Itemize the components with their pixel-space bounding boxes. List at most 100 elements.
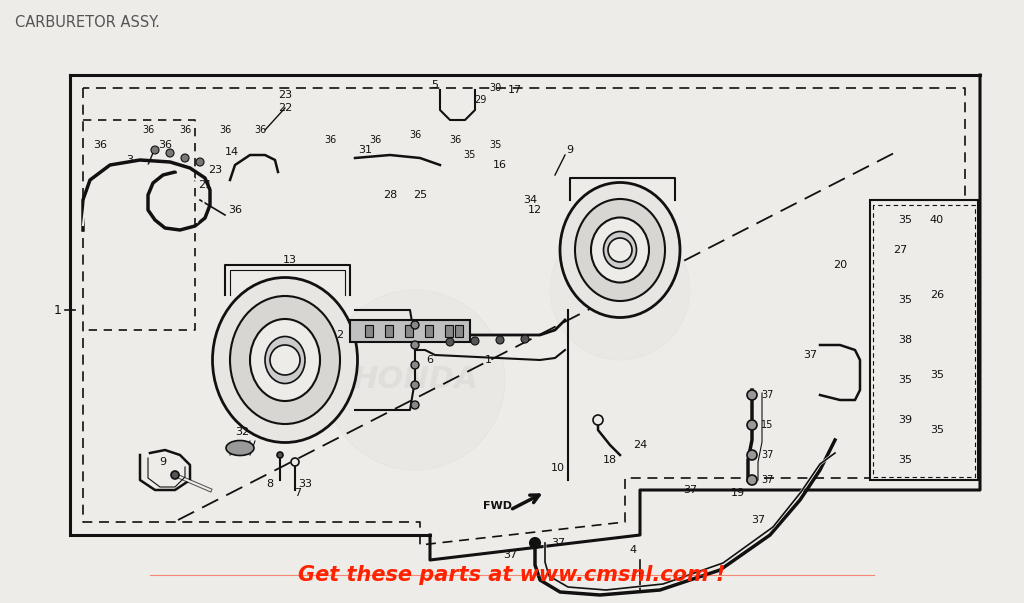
Bar [455,325,463,337]
Circle shape [608,238,632,262]
Circle shape [270,345,300,375]
Text: 36: 36 [409,130,421,140]
Ellipse shape [250,319,319,401]
Ellipse shape [575,199,665,301]
Text: 9: 9 [160,457,167,467]
Text: Get these parts at www.cmsnl.com !: Get these parts at www.cmsnl.com ! [298,565,726,585]
Text: 12: 12 [528,205,542,215]
Circle shape [411,341,419,349]
Circle shape [411,401,419,409]
Text: 38: 38 [898,335,912,345]
Bar [870,200,978,480]
Text: 40: 40 [930,215,944,225]
Circle shape [171,471,179,479]
Text: 27: 27 [893,245,907,255]
Text: 2: 2 [337,330,344,340]
Text: 20: 20 [833,260,847,270]
Text: 35: 35 [898,295,912,305]
Text: 36: 36 [369,135,381,145]
Ellipse shape [230,296,340,424]
Text: 17: 17 [508,85,522,95]
Ellipse shape [226,441,254,455]
Text: 10: 10 [551,463,565,473]
Bar [350,320,470,342]
Text: 28: 28 [383,190,397,200]
Ellipse shape [213,277,357,443]
Text: FWD: FWD [483,501,512,511]
Text: 4: 4 [630,545,637,555]
Text: 36: 36 [254,125,266,135]
Text: 36: 36 [228,205,242,215]
Circle shape [593,415,603,425]
Text: 26: 26 [930,290,944,300]
Circle shape [411,321,419,329]
Text: 36: 36 [142,125,155,135]
Bar [406,325,413,337]
Text: 22: 22 [278,103,292,113]
Circle shape [196,158,204,166]
Text: 18: 18 [603,455,617,465]
Circle shape [181,154,189,162]
Text: 34: 34 [523,195,537,205]
Text: 3: 3 [127,155,133,165]
Text: 9: 9 [566,145,573,155]
Text: 15: 15 [761,420,773,430]
Text: 36: 36 [324,135,336,145]
Text: 33: 33 [298,479,312,489]
Text: 39: 39 [898,415,912,425]
Text: 8: 8 [266,479,273,489]
Text: 35: 35 [930,425,944,435]
Circle shape [746,420,757,430]
Text: 6: 6 [427,355,433,365]
Text: 35: 35 [898,375,912,385]
Circle shape [411,361,419,369]
Text: 36: 36 [219,125,231,135]
Ellipse shape [603,232,637,268]
Text: 37: 37 [503,550,517,560]
Text: CARBURETOR ASSY.: CARBURETOR ASSY. [15,15,160,30]
Text: 36: 36 [93,140,106,150]
Text: 30: 30 [488,83,501,93]
Text: 37: 37 [803,350,817,360]
Text: 16: 16 [493,160,507,170]
Text: 19: 19 [731,488,745,498]
Circle shape [746,475,757,485]
Text: 5: 5 [431,80,438,90]
Ellipse shape [591,218,649,282]
Ellipse shape [560,183,680,318]
Text: 36: 36 [179,125,191,135]
Text: 13: 13 [283,255,297,265]
Text: 1: 1 [54,303,61,317]
Bar [385,325,393,337]
Bar [445,325,453,337]
Circle shape [550,220,690,360]
Circle shape [166,149,174,157]
Text: 7: 7 [295,488,301,498]
Text: 37: 37 [761,475,773,485]
Circle shape [746,390,757,400]
Circle shape [291,458,299,466]
Text: 35: 35 [898,215,912,225]
Text: 1: 1 [484,355,492,365]
Circle shape [530,538,540,548]
Bar [365,325,373,337]
Circle shape [411,381,419,389]
Text: 21: 21 [198,180,212,190]
Circle shape [521,335,529,343]
Text: 37: 37 [551,538,565,548]
Bar [425,325,433,337]
Text: 35: 35 [930,370,944,380]
Text: HONDA: HONDA [352,365,478,394]
Circle shape [496,336,504,344]
Text: 37: 37 [761,450,773,460]
Text: 37: 37 [751,515,765,525]
Circle shape [325,290,505,470]
Text: 37: 37 [683,485,697,495]
Text: 14: 14 [225,147,239,157]
Text: 23: 23 [208,165,222,175]
Circle shape [278,452,283,458]
Text: 31: 31 [358,145,372,155]
Text: 36: 36 [449,135,461,145]
Circle shape [446,338,454,346]
Text: 35: 35 [488,140,501,150]
